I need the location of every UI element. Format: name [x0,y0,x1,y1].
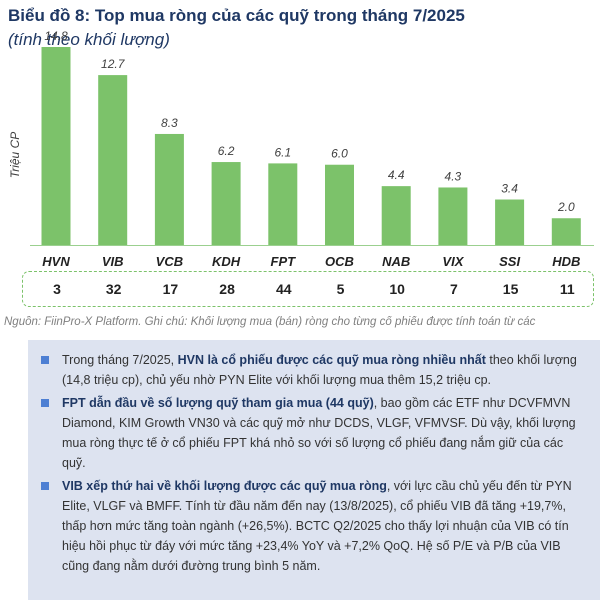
category-label-ocb: OCB [325,254,354,269]
y-axis-label: Triệu CP [8,132,22,178]
bar-vcb [154,133,184,245]
commentary-highlight: HVN là cổ phiếu được các quỹ mua ròng nh… [177,353,486,367]
category-label-hdb: HDB [552,254,580,269]
category-label-kdh: KDH [212,254,241,269]
fund-count-fpt: 44 [276,281,292,297]
fund-count-vcb: 17 [162,281,179,297]
bar-ocb [325,164,354,245]
commentary-panel: Trong tháng 7/2025, HVN là cổ phiếu được… [28,340,600,600]
fund-count-row: 3 32 17 28 44 5 10 7 15 11 [22,271,594,307]
commentary-item: Trong tháng 7/2025, HVN là cổ phiếu được… [40,350,588,390]
square-bullet-icon [41,356,49,364]
fund-count-nab: 10 [389,281,405,297]
data-label-ocb: 6.0 [331,147,348,161]
commentary-highlight: FPT dẫn đầu về số lượng quỹ tham gia mua… [62,396,374,410]
bar-kdh [211,162,241,245]
chart-title: Biểu đồ 8: Top mua ròng của các quỹ tron… [8,6,465,25]
data-label-nab: 4.4 [388,168,405,182]
data-label-hdb: 2.0 [557,200,575,214]
category-label-vix: VIX [442,254,464,269]
data-label-vib: 12.7 [101,57,126,71]
bar-ssi [495,199,525,245]
data-label-vcb: 8.3 [161,116,178,130]
category-label-vib: VIB [102,254,124,269]
category-label-hvn: HVN [42,254,70,269]
commentary-text: Trong tháng 7/2025, [62,353,178,367]
category-label-fpt: FPT [271,254,297,269]
source-note: Nguồn: FiinPro-X Platform. Ghi chú: Khối… [4,316,536,328]
commentary-list: Trong tháng 7/2025, HVN là cổ phiếu được… [40,350,588,579]
bar-hvn [41,47,71,245]
bar-nab [381,186,411,245]
data-label-kdh: 6.2 [218,144,235,158]
commentary-text: , với lực cầu chủ yếu đến từ PYN Elite, … [62,479,572,573]
commentary-highlight: VIB xếp thứ hai về khối lượng được các q… [62,479,387,493]
fund-count-vib: 32 [105,281,122,297]
category-label-nab: NAB [382,254,410,269]
bar-vix [438,187,468,245]
fund-count-hvn: 3 [53,281,61,297]
fund-count-ssi: 15 [502,281,519,297]
bar-fpt [268,163,298,245]
fund-count-vix: 7 [449,281,458,297]
data-label-ssi: 3.4 [501,182,518,196]
square-bullet-icon [41,399,49,407]
fund-count-ocb: 5 [336,281,345,297]
bar-vib [98,75,128,245]
data-label-hvn: 14.8 [44,29,68,43]
category-label-ssi: SSI [499,254,520,269]
commentary-text: theo khối lượng (14,8 triệu cp), chủ yếu… [62,353,577,387]
bar-hdb [551,218,581,245]
fund-count-hdb: 11 [559,281,575,297]
category-label-vcb: VCB [156,254,183,269]
commentary-item: VIB xếp thứ hai về khối lượng được các q… [40,476,588,576]
chart-subtitle: (tính theo khối lượng) [8,30,170,49]
commentary-item: FPT dẫn đầu về số lượng quỹ tham gia mua… [40,393,588,473]
data-label-fpt: 6.1 [274,145,291,159]
square-bullet-icon [41,482,49,490]
bar-chart: Triệu CP 14.8 HVN 12.7 VIB 8.3 VCB 6.2 KDH 6.1 FPT… [8,29,594,269]
data-label-vix: 4.3 [445,169,462,183]
fund-count-kdh: 28 [219,281,235,297]
commentary-text: , bao gồm các ETF như DCVFMVN Diamond, K… [62,396,576,470]
